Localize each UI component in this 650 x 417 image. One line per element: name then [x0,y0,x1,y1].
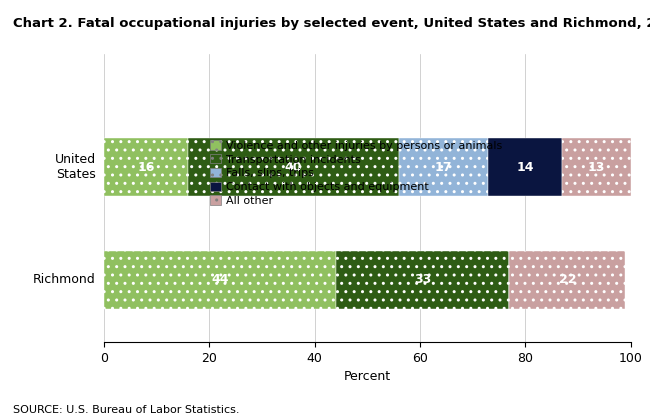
Text: 40: 40 [285,161,302,173]
Bar [399,138,488,196]
Text: 17: 17 [435,161,452,173]
Text: 44: 44 [211,274,229,286]
Bar [104,138,188,196]
Bar [510,251,625,309]
Text: Chart 2. Fatal occupational injuries by selected event, United States and Richmo: Chart 2. Fatal occupational injuries by … [13,17,650,30]
X-axis label: Percent: Percent [344,370,391,383]
Bar [188,138,399,196]
Text: 22: 22 [558,274,576,286]
Text: 13: 13 [588,161,605,173]
Legend: Violence and other injuries by persons or animals, Transportation incidents, Fal: Violence and other injuries by persons o… [209,141,502,206]
Bar [488,138,562,196]
Bar [104,251,335,309]
Text: 33: 33 [414,274,431,286]
Text: SOURCE: U.S. Bureau of Labor Statistics.: SOURCE: U.S. Bureau of Labor Statistics. [13,405,239,415]
Text: 14: 14 [517,161,534,173]
Bar [562,138,630,196]
Text: 16: 16 [137,161,155,173]
Bar [335,251,510,309]
